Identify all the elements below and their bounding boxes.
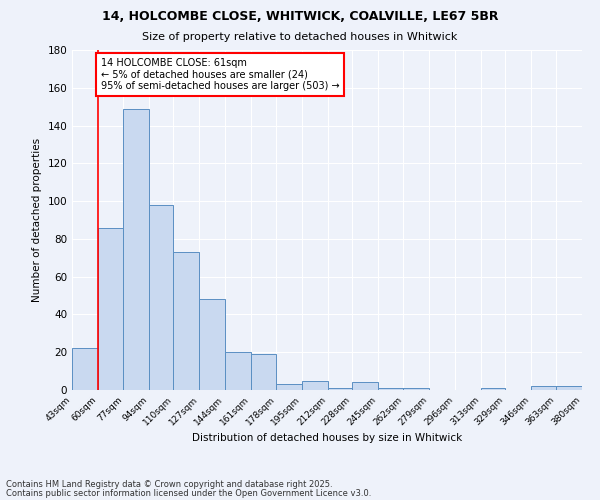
Bar (225, 352, 251, 390)
Bar (98, 228, 124, 390)
Bar (173, 252, 199, 390)
Text: Contains public sector information licensed under the Open Government Licence v3: Contains public sector information licen… (6, 488, 371, 498)
Bar (72, 348, 98, 390)
Bar (124, 108, 149, 390)
Bar (377, 388, 403, 390)
Bar (251, 354, 277, 390)
Bar (530, 386, 556, 390)
Bar (302, 380, 328, 390)
Y-axis label: Number of detached properties: Number of detached properties (32, 138, 42, 302)
Bar (277, 384, 302, 390)
Bar (481, 388, 505, 390)
Text: 14 HOLCOMBE CLOSE: 61sqm
← 5% of detached houses are smaller (24)
95% of semi-de: 14 HOLCOMBE CLOSE: 61sqm ← 5% of detache… (101, 58, 340, 91)
Bar (328, 388, 352, 390)
Bar (403, 388, 429, 390)
Text: 14, HOLCOMBE CLOSE, WHITWICK, COALVILLE, LE67 5BR: 14, HOLCOMBE CLOSE, WHITWICK, COALVILLE,… (102, 10, 498, 23)
Bar (556, 386, 582, 390)
Bar (149, 205, 173, 390)
Text: Size of property relative to detached houses in Whitwick: Size of property relative to detached ho… (142, 32, 458, 42)
Text: Contains HM Land Registry data © Crown copyright and database right 2025.: Contains HM Land Registry data © Crown c… (6, 480, 332, 489)
X-axis label: Distribution of detached houses by size in Whitwick: Distribution of detached houses by size … (192, 432, 462, 442)
Bar (352, 382, 377, 390)
Bar (199, 300, 225, 390)
